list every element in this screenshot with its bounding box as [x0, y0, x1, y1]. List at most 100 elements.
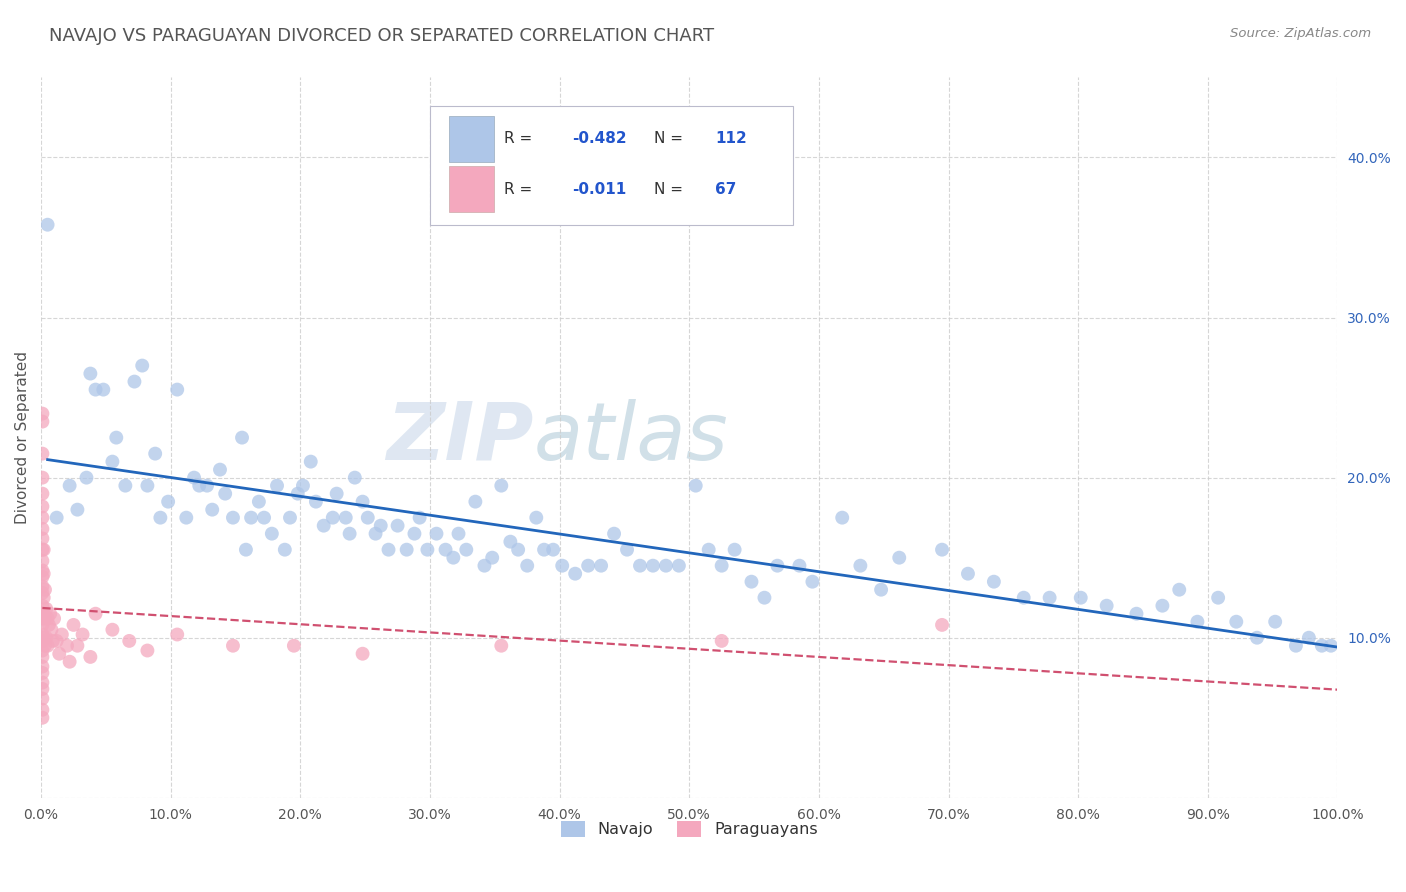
Point	[31, 675, 53, 690]
Point	[370, 518, 392, 533]
Point	[395, 542, 418, 557]
Point	[34, 582, 56, 597]
Point	[59, 478, 82, 492]
FancyBboxPatch shape	[450, 166, 494, 212]
Point	[474, 558, 496, 573]
Point	[516, 558, 538, 573]
Point	[499, 534, 522, 549]
Legend: Navajo, Paraguayans: Navajo, Paraguayans	[554, 814, 824, 844]
Point	[176, 510, 198, 524]
Point	[1125, 607, 1147, 621]
Point	[766, 558, 789, 573]
Point	[31, 703, 53, 717]
Point	[214, 486, 236, 500]
Point	[32, 591, 55, 605]
Text: 112: 112	[716, 131, 747, 146]
Point	[576, 558, 599, 573]
Point	[364, 526, 387, 541]
Point	[723, 542, 745, 557]
Point	[101, 455, 124, 469]
Text: R =: R =	[503, 131, 537, 146]
Point	[641, 558, 664, 573]
Point	[603, 526, 626, 541]
Point	[166, 627, 188, 641]
Point	[1285, 639, 1308, 653]
Point	[31, 579, 53, 593]
Point	[1264, 615, 1286, 629]
Point	[287, 486, 309, 500]
Point	[66, 502, 89, 516]
Point	[45, 634, 67, 648]
Point	[931, 542, 953, 557]
Point	[31, 665, 53, 680]
Point	[188, 478, 211, 492]
Point	[37, 218, 59, 232]
Point	[31, 711, 53, 725]
Point	[31, 447, 53, 461]
Point	[533, 542, 555, 557]
Point	[416, 542, 439, 557]
Point	[1095, 599, 1118, 613]
Point	[551, 558, 574, 573]
Point	[1039, 591, 1062, 605]
Point	[541, 542, 564, 557]
Point	[143, 447, 166, 461]
Point	[685, 478, 707, 492]
Point	[274, 542, 297, 557]
Point	[35, 602, 58, 616]
Point	[31, 407, 53, 421]
Point	[710, 634, 733, 648]
Point	[564, 566, 586, 581]
Point	[31, 522, 53, 536]
Point	[1320, 639, 1343, 653]
Point	[434, 542, 457, 557]
Point	[35, 631, 58, 645]
Point	[208, 462, 231, 476]
Point	[1246, 631, 1268, 645]
Point	[51, 627, 73, 641]
Point	[39, 607, 62, 621]
Point	[72, 627, 94, 641]
Point	[76, 470, 98, 484]
Point	[59, 655, 82, 669]
Point	[357, 510, 380, 524]
Point	[1168, 582, 1191, 597]
Point	[801, 574, 824, 589]
Point	[1187, 615, 1209, 629]
Point	[222, 510, 245, 524]
Point	[343, 470, 366, 484]
Point	[41, 623, 63, 637]
Point	[377, 542, 399, 557]
Point	[34, 611, 56, 625]
Point	[849, 558, 872, 573]
Text: -0.482: -0.482	[572, 131, 627, 146]
Point	[447, 526, 470, 541]
Point	[235, 542, 257, 557]
Point	[101, 623, 124, 637]
Point	[38, 618, 60, 632]
Point	[668, 558, 690, 573]
Point	[870, 582, 893, 597]
Point	[42, 634, 65, 648]
Point	[31, 564, 53, 578]
Point	[325, 486, 347, 500]
Point	[166, 383, 188, 397]
Point	[710, 558, 733, 573]
Point	[305, 494, 328, 508]
Point	[56, 639, 79, 653]
Point	[831, 510, 853, 524]
Point	[260, 526, 283, 541]
Point	[31, 649, 53, 664]
Point	[404, 526, 426, 541]
Point	[131, 359, 153, 373]
Point	[240, 510, 263, 524]
Point	[1012, 591, 1035, 605]
Point	[322, 510, 344, 524]
Point	[425, 526, 447, 541]
Text: Source: ZipAtlas.com: Source: ZipAtlas.com	[1230, 27, 1371, 40]
Point	[105, 431, 128, 445]
Point	[352, 647, 374, 661]
Point	[136, 643, 159, 657]
Point	[31, 618, 53, 632]
Point	[31, 643, 53, 657]
